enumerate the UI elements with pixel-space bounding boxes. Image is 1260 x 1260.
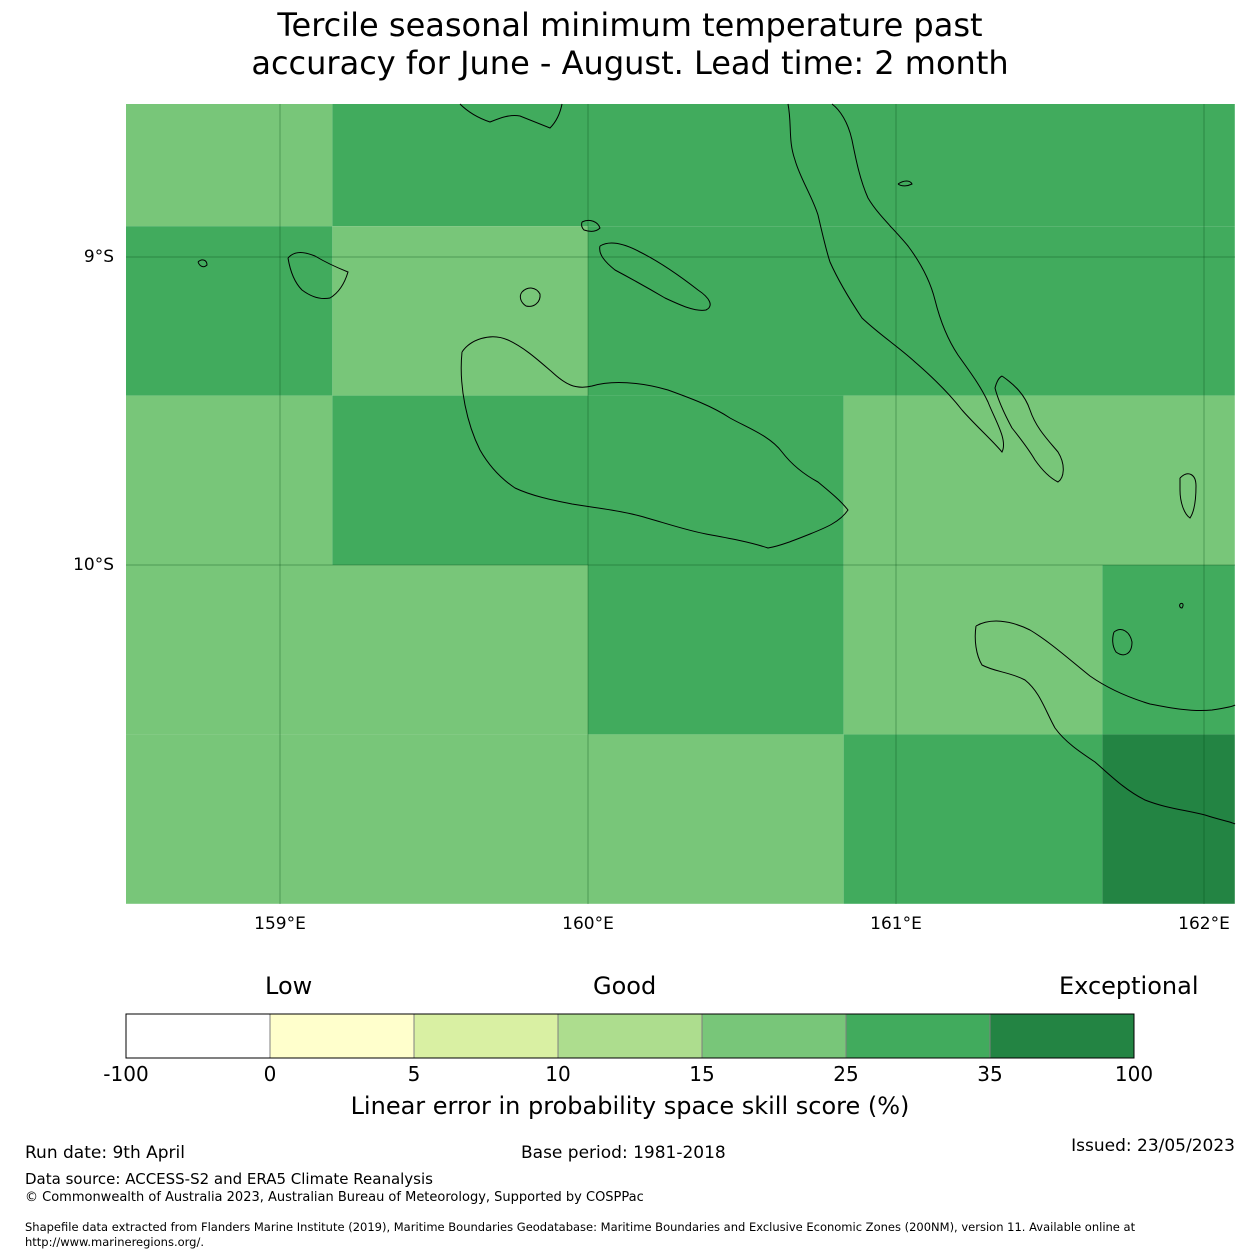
- run-date: Run date: 9th April: [25, 1143, 185, 1163]
- lat-label-10s: 10°S: [73, 555, 114, 575]
- skill-cell: [588, 226, 1235, 396]
- colorbar-tick: 100: [1114, 1062, 1154, 1086]
- colorbar-tick: 15: [689, 1062, 715, 1086]
- base-period: Base period: 1981-2018: [521, 1143, 726, 1163]
- colorbar-segment: [269, 1013, 415, 1059]
- colorbar-border: [125, 1013, 1135, 1059]
- coastline-islet-1: [197, 259, 208, 268]
- lon-label-160e: 160°E: [562, 914, 614, 934]
- title-line-2: accuracy for June - August. Lead time: 2…: [251, 44, 1009, 82]
- colorbar-label-low: Low: [265, 972, 313, 1000]
- coastline-islet-3: [1179, 602, 1184, 609]
- skill-cell: [588, 565, 844, 735]
- colorbar-tick: 0: [263, 1062, 277, 1086]
- lon-label-161e: 161°E: [870, 914, 922, 934]
- colorbar-segment: [125, 1013, 271, 1059]
- coastline-guadalcanal: [460, 336, 849, 549]
- colorbar-tick: 10: [545, 1062, 571, 1086]
- skill-cell: [126, 104, 333, 227]
- colorbar-segment: [557, 1013, 703, 1059]
- coastline-russell-islands: [581, 219, 601, 232]
- title-line-1: Tercile seasonal minimum temperature pas…: [277, 6, 983, 44]
- skill-grid: [126, 104, 1235, 904]
- skill-cell: [843, 565, 1103, 735]
- colorbar-tick: 25: [833, 1062, 859, 1086]
- lon-label-159e: 159°E: [254, 914, 306, 934]
- shapefile-credit-line-2: http://www.marineregions.org/.: [25, 1235, 204, 1249]
- colorbar-tick: 5: [407, 1062, 421, 1086]
- skill-cell: [332, 395, 844, 565]
- coastlines: [197, 103, 1236, 825]
- colorbar-segment: [701, 1013, 847, 1059]
- issued-date: Issued: 23/05/2023: [1071, 1136, 1235, 1156]
- skill-cell: [126, 565, 588, 735]
- skill-cell: [1102, 565, 1235, 735]
- skill-cell: [126, 395, 333, 565]
- coastline-islet-2: [897, 180, 913, 187]
- graticule: [126, 104, 1235, 904]
- lon-label-162e: 162°E: [1178, 914, 1230, 934]
- chart-title: Tercile seasonal minimum temperature pas…: [0, 6, 1260, 82]
- coastline-kolombangara: [519, 287, 541, 307]
- colorbar-segment: [989, 1013, 1135, 1059]
- skill-cell: [332, 104, 1235, 227]
- coastline-uki: [1112, 629, 1133, 656]
- map-axis-labels: 9°S 10°S 159°E 160°E 161°E 162°E: [73, 247, 1230, 934]
- coastline-makira: [975, 620, 1236, 711]
- coastline-choiseul: [787, 103, 1004, 453]
- coastline-makira-south: [974, 625, 1236, 825]
- skill-cell: [126, 734, 844, 904]
- coastline-santa-isabel: [994, 375, 1064, 483]
- colorbar-axis-label: Linear error in probability space skill …: [350, 1092, 910, 1120]
- colorbar-segment: [845, 1013, 991, 1059]
- coastline-malaita-small: [1179, 473, 1197, 519]
- coastline-new-georgia: [287, 252, 349, 299]
- skill-cell: [332, 226, 588, 396]
- colorbar: [125, 1013, 1135, 1059]
- skill-cell: [1102, 734, 1235, 904]
- colorbar-label-good: Good: [593, 972, 657, 1000]
- colorbar-segment: [413, 1013, 559, 1059]
- colorbar-tick: 35: [977, 1062, 1003, 1086]
- coastline-vella-lavella: [599, 242, 711, 311]
- data-source: Data source: ACCESS-S2 and ERA5 Climate …: [25, 1170, 433, 1188]
- skill-cell: [843, 395, 1235, 565]
- skill-cell: [843, 734, 1103, 904]
- colorbar-tick: -100: [103, 1062, 149, 1086]
- shapefile-credit-line-1: Shapefile data extracted from Flanders M…: [25, 1220, 1136, 1234]
- colorbar-label-exceptional: Exceptional: [1059, 972, 1199, 1000]
- copyright: © Commonwealth of Australia 2023, Austra…: [25, 1190, 644, 1205]
- skill-cell: [126, 226, 333, 396]
- coastline-north-islands: [459, 103, 563, 129]
- lat-label-9s: 9°S: [84, 247, 114, 267]
